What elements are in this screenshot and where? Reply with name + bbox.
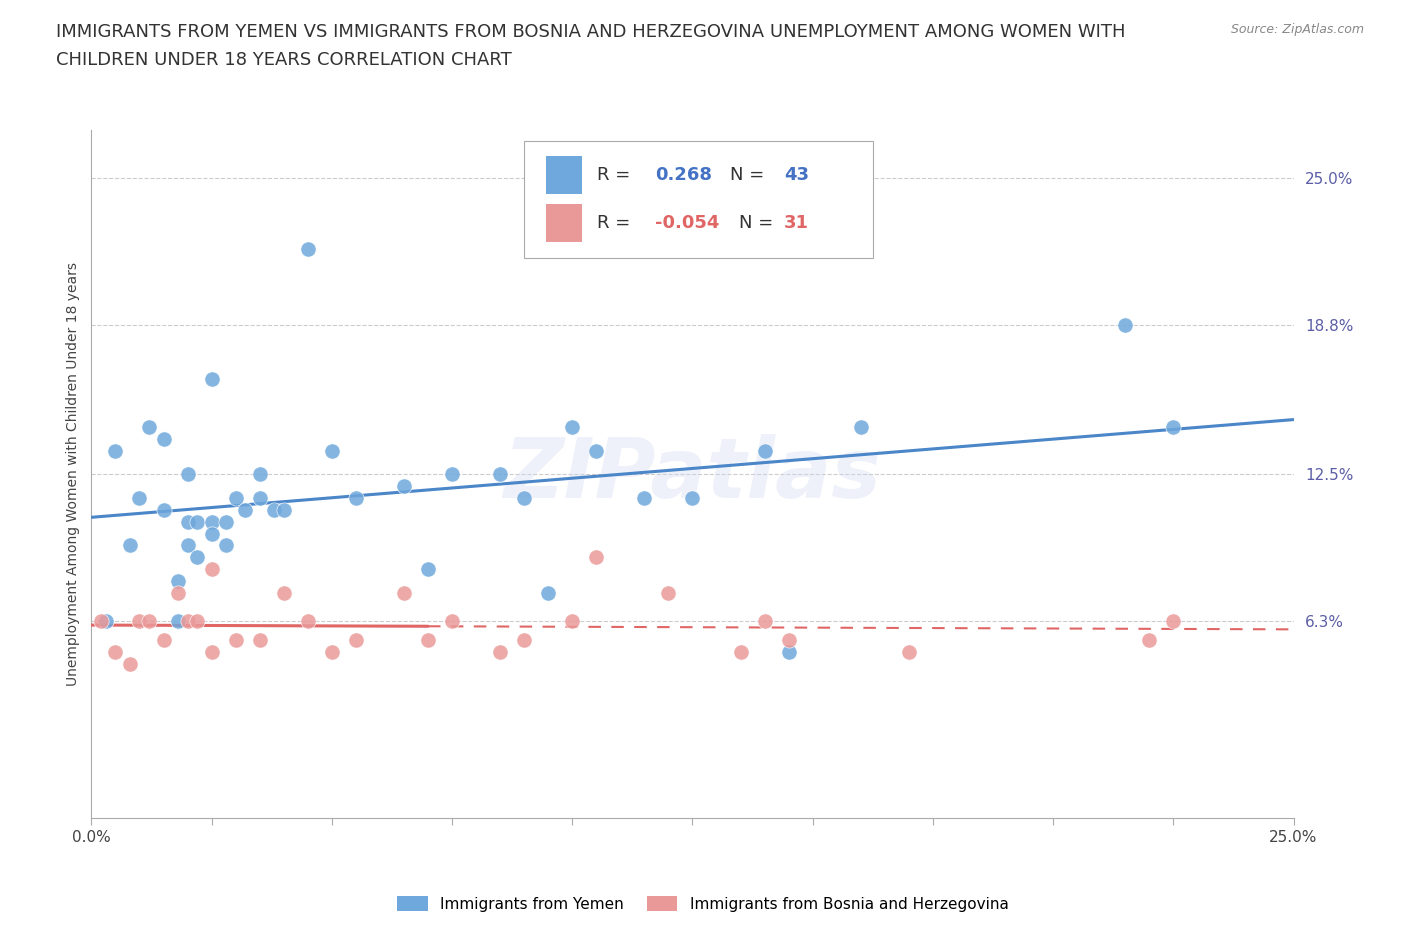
Point: [489, 467, 512, 482]
Point: [489, 644, 512, 659]
FancyBboxPatch shape: [546, 205, 582, 242]
Point: [200, 644, 222, 659]
Point: [416, 562, 439, 577]
Point: [297, 242, 319, 257]
Text: Source: ZipAtlas.com: Source: ZipAtlas.com: [1230, 23, 1364, 36]
Point: [128, 491, 150, 506]
Point: [440, 614, 463, 629]
Point: [392, 479, 415, 494]
Text: -0.054: -0.054: [655, 214, 720, 232]
Legend: Immigrants from Yemen, Immigrants from Bosnia and Herzegovina: Immigrants from Yemen, Immigrants from B…: [391, 889, 1015, 918]
Point: [138, 419, 160, 434]
Point: [416, 633, 439, 648]
FancyBboxPatch shape: [546, 156, 582, 193]
Point: [215, 514, 238, 529]
Point: [778, 644, 800, 659]
Text: R =: R =: [598, 214, 637, 232]
Point: [273, 586, 295, 601]
Point: [176, 538, 198, 553]
Point: [561, 614, 583, 629]
Point: [561, 419, 583, 434]
Text: 31: 31: [783, 214, 808, 232]
Text: 0.268: 0.268: [655, 166, 713, 184]
Point: [167, 614, 190, 629]
Point: [152, 432, 174, 446]
Text: ZIPatlas: ZIPatlas: [503, 433, 882, 515]
Point: [344, 491, 367, 506]
Point: [1137, 633, 1160, 648]
Point: [94, 614, 117, 629]
Point: [657, 586, 679, 601]
Point: [249, 467, 271, 482]
Point: [263, 502, 285, 517]
Point: [176, 467, 198, 482]
Point: [344, 633, 367, 648]
Point: [176, 614, 198, 629]
Point: [1161, 614, 1184, 629]
Point: [200, 372, 222, 387]
Point: [225, 491, 247, 506]
Point: [138, 614, 160, 629]
Point: [200, 562, 222, 577]
Text: IMMIGRANTS FROM YEMEN VS IMMIGRANTS FROM BOSNIA AND HERZEGOVINA UNEMPLOYMENT AMO: IMMIGRANTS FROM YEMEN VS IMMIGRANTS FROM…: [56, 23, 1126, 41]
Point: [537, 586, 560, 601]
Point: [392, 586, 415, 601]
Point: [118, 538, 141, 553]
Point: [585, 443, 607, 458]
Y-axis label: Unemployment Among Women with Children Under 18 years: Unemployment Among Women with Children U…: [66, 262, 80, 686]
Point: [778, 633, 800, 648]
Point: [297, 614, 319, 629]
Point: [754, 443, 776, 458]
Point: [321, 443, 343, 458]
Point: [233, 502, 256, 517]
Point: [633, 491, 655, 506]
Point: [249, 633, 271, 648]
Text: N =: N =: [740, 214, 779, 232]
Point: [1114, 317, 1136, 332]
Point: [200, 514, 222, 529]
Point: [215, 538, 238, 553]
Point: [321, 644, 343, 659]
Point: [167, 574, 190, 589]
Point: [186, 550, 208, 565]
Point: [730, 644, 752, 659]
Point: [152, 633, 174, 648]
Point: [897, 644, 920, 659]
Point: [849, 419, 872, 434]
Point: [200, 526, 222, 541]
Point: [104, 644, 127, 659]
Point: [118, 657, 141, 671]
Point: [1161, 419, 1184, 434]
Point: [513, 491, 536, 506]
Text: N =: N =: [730, 166, 769, 184]
Point: [273, 502, 295, 517]
Point: [186, 614, 208, 629]
FancyBboxPatch shape: [524, 140, 873, 258]
Point: [754, 614, 776, 629]
Point: [167, 586, 190, 601]
Text: CHILDREN UNDER 18 YEARS CORRELATION CHART: CHILDREN UNDER 18 YEARS CORRELATION CHAR…: [56, 51, 512, 69]
Point: [104, 443, 127, 458]
Point: [440, 467, 463, 482]
Point: [90, 614, 112, 629]
Point: [152, 502, 174, 517]
Point: [128, 614, 150, 629]
Point: [585, 550, 607, 565]
Point: [225, 633, 247, 648]
Point: [513, 633, 536, 648]
Point: [249, 491, 271, 506]
Point: [176, 514, 198, 529]
Text: 43: 43: [783, 166, 808, 184]
Point: [186, 514, 208, 529]
Point: [681, 491, 703, 506]
Text: R =: R =: [598, 166, 637, 184]
